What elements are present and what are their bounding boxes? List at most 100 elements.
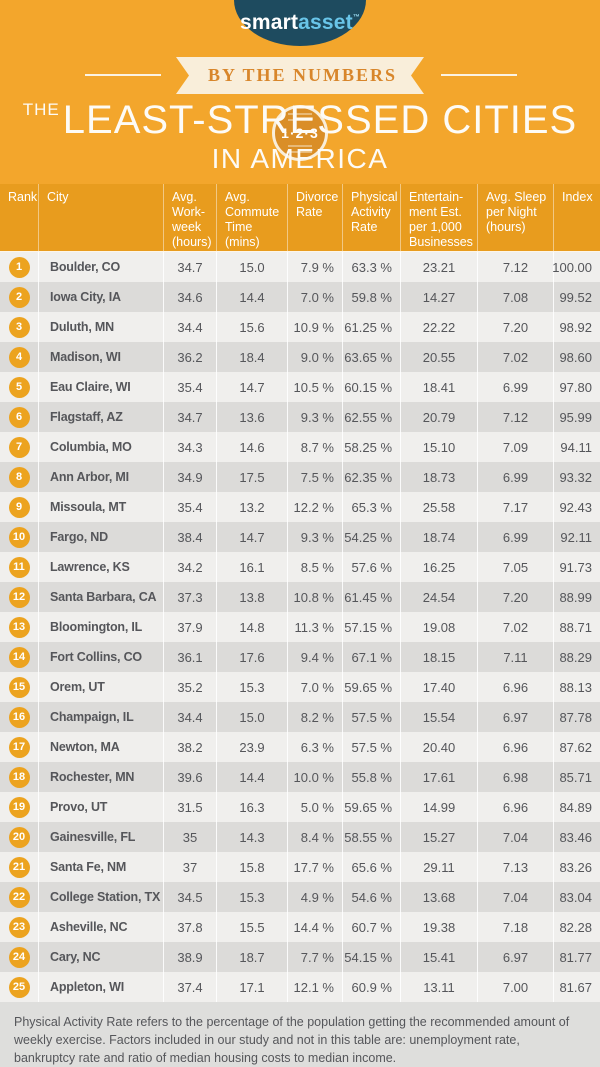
value-cell: 7.0 % — [287, 282, 342, 312]
value-cell: 6.96 — [477, 792, 553, 822]
value-cell: 9.0 % — [287, 342, 342, 372]
value-cell: 13.6 — [216, 402, 287, 432]
value-cell: 81.77 — [553, 942, 600, 972]
value-cell: 92.11 — [553, 522, 600, 552]
value-cell: 9.3 % — [287, 402, 342, 432]
table-row: 3 Duluth, MN 34.4 15.6 10.9 % 61.25 % 22.22 7.2… — [0, 312, 600, 342]
value-cell: 37.8 — [163, 912, 216, 942]
value-cell: 35.4 — [163, 372, 216, 402]
value-cell: 15.41 — [400, 942, 477, 972]
value-cell: 12.1 % — [287, 972, 342, 1002]
value-cell: 14.8 — [216, 612, 287, 642]
value-cell: 38.2 — [163, 732, 216, 762]
value-cell: 54.25 % — [342, 522, 400, 552]
column-header: Avg. Sleep per Night (hours) — [477, 184, 553, 251]
value-cell: 20.40 — [400, 732, 477, 762]
value-cell: 17.7 % — [287, 852, 342, 882]
title-sub-text: IN AMERICA — [211, 143, 389, 174]
rank-badge: 4 — [8, 346, 30, 368]
value-cell: 7.20 — [477, 312, 553, 342]
value-cell: 8.5 % — [287, 552, 342, 582]
value-cell: 87.62 — [553, 732, 600, 762]
trademark-symbol: ™ — [352, 14, 361, 21]
table-row: 13 Bloomington, IL 37.9 14.8 11.3 % 57.15 % 19… — [0, 612, 600, 642]
value-cell: 7.12 — [477, 402, 553, 432]
value-cell: 95.99 — [553, 402, 600, 432]
table-row: 21 Santa Fe, NM 37 15.8 17.7 % 65.6 % 29.11 7.1… — [0, 852, 600, 882]
rank-cell: 17 — [0, 732, 38, 762]
value-cell: 37 — [163, 852, 216, 882]
123-circle-badge: 1·2·3 — [272, 105, 328, 161]
column-header: Avg. Work- week (hours) — [163, 184, 216, 251]
value-cell: 84.89 — [553, 792, 600, 822]
column-header: Entertain- ment Est. per 1,000 Businesse… — [400, 184, 477, 251]
value-cell: 67.1 % — [342, 642, 400, 672]
value-cell: 14.4 % — [287, 912, 342, 942]
rank-cell: 14 — [0, 642, 38, 672]
value-cell: 63.3 % — [342, 252, 400, 282]
rank-badge: 16 — [8, 706, 30, 728]
ribbon-text-by-the: BY THE — [208, 65, 287, 85]
value-cell: 4.9 % — [287, 882, 342, 912]
value-cell: 14.27 — [400, 282, 477, 312]
title-main-text: LEAST-STRESSED CITIES — [62, 98, 578, 142]
value-cell: 14.7 — [216, 522, 287, 552]
value-cell: 35.2 — [163, 672, 216, 702]
table-row: 14 Fort Collins, CO 36.1 17.6 9.4 % 67.1 % 18.… — [0, 642, 600, 672]
value-cell: 15.5 — [216, 912, 287, 942]
least-stressed-cities-table: Rank City Avg. Work- week (hours) Avg. Comm… — [0, 184, 600, 1002]
table-row: 16 Champaign, IL 34.4 15.0 8.2 % 57.5 % 15.54 6… — [0, 702, 600, 732]
value-cell: 7.04 — [477, 822, 553, 852]
value-cell: 14.4 — [216, 282, 287, 312]
column-header: Divorce Rate — [287, 184, 342, 251]
rank-cell: 2 — [0, 282, 38, 312]
value-cell: 18.15 — [400, 642, 477, 672]
value-cell: 34.3 — [163, 432, 216, 462]
value-cell: 34.2 — [163, 552, 216, 582]
table-row: 1 Boulder, CO 34.7 15.0 7.9 % 63.3 % 23.21 7.12… — [0, 252, 600, 282]
badge-decoration-line — [288, 145, 312, 147]
table-row: 6 Flagstaff, AZ 34.7 13.6 9.3 % 62.55 % 20.79 7… — [0, 402, 600, 432]
city-cell: Cary, NC — [38, 942, 163, 972]
value-cell: 61.45 % — [342, 582, 400, 612]
table-row: 25 Appleton, WI 37.4 17.1 12.1 % 60.9 % 13.11 7… — [0, 972, 600, 1002]
value-cell: 7.13 — [477, 852, 553, 882]
city-cell: Santa Barbara, CA — [38, 582, 163, 612]
value-cell: 7.11 — [477, 642, 553, 672]
rank-cell: 7 — [0, 432, 38, 462]
table-row: 8 Ann Arbor, MI 34.9 17.5 7.5 % 62.35 % 18.73 6… — [0, 462, 600, 492]
rank-cell: 12 — [0, 582, 38, 612]
value-cell: 37.4 — [163, 972, 216, 1002]
ribbon-text-numbers: NUMBERS — [292, 65, 397, 85]
rank-cell: 4 — [0, 342, 38, 372]
rank-cell: 20 — [0, 822, 38, 852]
value-cell: 8.7 % — [287, 432, 342, 462]
value-cell: 88.29 — [553, 642, 600, 672]
city-cell: Champaign, IL — [38, 702, 163, 732]
table-row: 20 Gainesville, FL 35 14.3 8.4 % 58.55 % 15.27… — [0, 822, 600, 852]
rank-badge: 18 — [8, 766, 30, 788]
value-cell: 9.4 % — [287, 642, 342, 672]
city-cell: Boulder, CO — [38, 252, 163, 282]
rank-badge: 23 — [8, 916, 30, 938]
value-cell: 62.55 % — [342, 402, 400, 432]
rank-cell: 13 — [0, 612, 38, 642]
value-cell: 12.2 % — [287, 492, 342, 522]
table-row: 10 Fargo, ND 38.4 14.7 9.3 % 54.25 % 18.74 6.99… — [0, 522, 600, 552]
value-cell: 7.20 — [477, 582, 553, 612]
value-cell: 88.99 — [553, 582, 600, 612]
value-cell: 83.04 — [553, 882, 600, 912]
table-row: 7 Columbia, MO 34.3 14.6 8.7 % 58.25 % 15.10 7.… — [0, 432, 600, 462]
value-cell: 37.9 — [163, 612, 216, 642]
city-cell: Orem, UT — [38, 672, 163, 702]
value-cell: 100.00 — [552, 252, 600, 282]
value-cell: 23.9 — [216, 732, 287, 762]
city-cell: Gainesville, FL — [38, 822, 163, 852]
table-body: 1 Boulder, CO 34.7 15.0 7.9 % 63.3 % 23.21 7.12… — [0, 252, 600, 1002]
rank-cell: 1 — [0, 252, 38, 282]
title-line-main: THELEAST-STRESSED CITIES — [0, 98, 600, 142]
value-cell: 35.4 — [163, 492, 216, 522]
value-cell: 15.8 — [216, 852, 287, 882]
value-cell: 29.11 — [400, 852, 477, 882]
value-cell: 60.15 % — [342, 372, 400, 402]
